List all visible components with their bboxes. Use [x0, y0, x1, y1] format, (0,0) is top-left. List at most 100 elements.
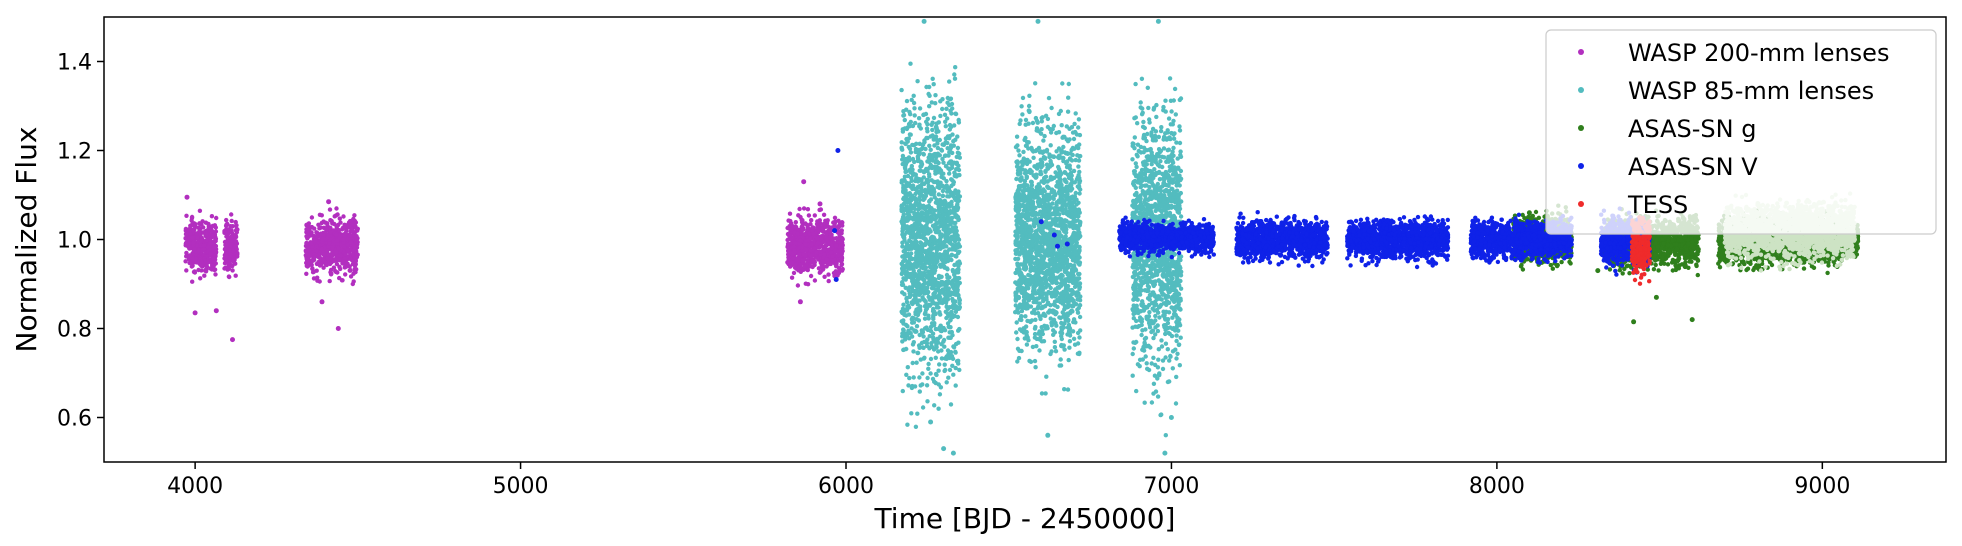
data-point [186, 227, 191, 232]
data-point [1052, 339, 1058, 344]
data-point [1039, 127, 1044, 132]
data-point [899, 87, 904, 93]
data-point [340, 237, 346, 242]
data-point [840, 244, 845, 249]
data-point [305, 264, 310, 269]
data-point [795, 283, 801, 288]
data-point [341, 214, 346, 219]
data-point [836, 270, 841, 276]
data-point [226, 274, 232, 279]
data-point [191, 269, 197, 275]
data-point [209, 214, 215, 219]
data-point [210, 233, 215, 239]
data-point [1020, 189, 1026, 194]
data-point [1068, 207, 1074, 213]
data-point [190, 235, 195, 241]
data-point [949, 177, 954, 182]
data-point [930, 216, 935, 221]
data-point [926, 316, 931, 321]
data-point [907, 243, 912, 249]
data-point [956, 281, 961, 287]
data-point [927, 346, 932, 351]
data-point [932, 379, 937, 384]
data-point [929, 100, 934, 105]
data-point [954, 254, 959, 259]
data-point [205, 259, 211, 265]
data-point [900, 290, 905, 295]
data-point [235, 254, 240, 259]
data-point [337, 216, 342, 221]
data-point [317, 279, 322, 284]
data-point [812, 259, 817, 264]
data-point [907, 146, 913, 151]
data-point [1049, 105, 1054, 111]
data-point [935, 141, 940, 146]
data-point [901, 302, 906, 307]
data-point [917, 106, 923, 111]
data-point [340, 278, 345, 283]
data-point [1031, 155, 1036, 160]
data-point [937, 153, 942, 158]
data-point [946, 375, 951, 380]
data-point [1071, 336, 1077, 341]
data-point [1034, 344, 1039, 349]
data-point [943, 259, 948, 265]
data-point [1053, 222, 1059, 228]
data-point [932, 290, 938, 295]
data-point [822, 274, 827, 279]
data-point [1015, 262, 1020, 268]
data-point [229, 212, 234, 217]
data-point [321, 252, 327, 257]
data-point [812, 278, 818, 283]
data-point [931, 179, 937, 185]
data-point [917, 389, 922, 394]
data-point [834, 264, 839, 269]
data-point [352, 244, 357, 250]
data-point [828, 250, 834, 255]
data-point [925, 180, 931, 185]
data-point [927, 93, 932, 99]
data-point [210, 229, 215, 234]
data-point [939, 274, 944, 279]
data-point [1066, 81, 1072, 87]
data-point [905, 173, 911, 179]
data-point [941, 227, 946, 232]
data-point [948, 318, 953, 323]
data-point [309, 230, 314, 235]
data-point [808, 248, 813, 253]
data-point [184, 213, 189, 218]
data-point [928, 324, 934, 330]
data-point [1041, 311, 1047, 316]
data-point [914, 360, 919, 365]
data-point [911, 93, 916, 99]
data-point [950, 150, 955, 156]
data-point [348, 256, 353, 261]
data-point [797, 206, 802, 212]
data-point [208, 251, 214, 256]
data-point [937, 167, 943, 172]
data-point [1042, 195, 1047, 201]
data-point [1022, 198, 1027, 204]
data-point [922, 304, 928, 309]
data-point [1067, 246, 1072, 251]
data-point [908, 119, 913, 125]
data-point [936, 406, 941, 411]
data-point [904, 230, 909, 235]
data-point [830, 254, 835, 259]
data-point [904, 372, 909, 377]
data-point [194, 260, 200, 265]
data-point [225, 221, 230, 227]
data-point [229, 218, 234, 224]
data-point [1077, 191, 1082, 196]
data-point [919, 161, 924, 166]
data-point [230, 268, 235, 273]
data-point [947, 122, 953, 128]
data-point [930, 301, 935, 306]
data-point [1017, 267, 1022, 272]
data-point [942, 254, 948, 259]
data-point [939, 348, 944, 353]
data-point [938, 99, 943, 104]
data-point [941, 240, 946, 245]
data-point [1062, 387, 1067, 392]
